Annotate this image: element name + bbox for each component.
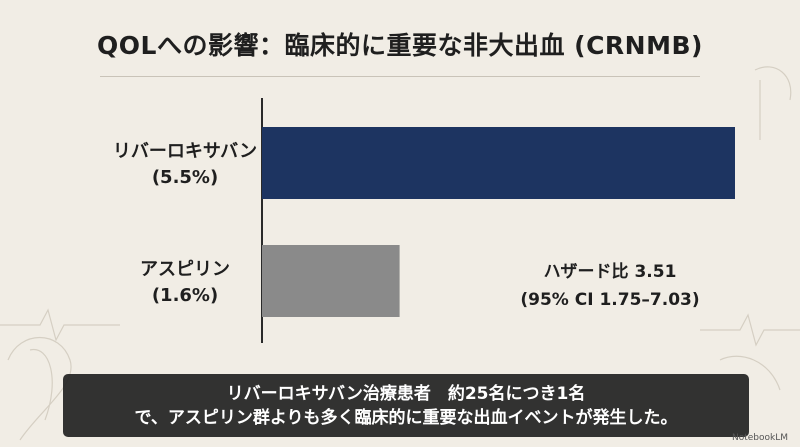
category-label-1: リバーロキサバン (113, 141, 257, 162)
caption-line-1: リバーロキサバン治療患者 約25名につき1名 (226, 384, 586, 404)
value-label-1: (5.5%) (152, 167, 218, 188)
brand-watermark: NotebookLM (731, 433, 788, 443)
bar-2 (262, 245, 400, 317)
value-label-2: (1.6%) (152, 285, 218, 306)
bar-1 (262, 127, 735, 199)
chart-title: QOLへの影響：臨床的に重要な非大出血 (CRNMB) (97, 31, 703, 60)
hazard-ratio-text: ハザード比 3.51 (543, 262, 677, 282)
caption-line-2: で、アスピリン群よりも多く臨床的に重要な出血イベントが発生した。 (134, 408, 678, 428)
summary-caption: リバーロキサバン治療患者 約25名につき1名 で、アスピリン群よりも多く臨床的に… (63, 374, 749, 437)
title-divider (100, 76, 700, 77)
category-label-2: アスピリン (140, 259, 230, 280)
confidence-interval-text: (95% CI 1.75–7.03) (520, 290, 700, 310)
hazard-ratio-annotation: ハザード比 3.51 (95% CI 1.75–7.03) (510, 258, 710, 314)
